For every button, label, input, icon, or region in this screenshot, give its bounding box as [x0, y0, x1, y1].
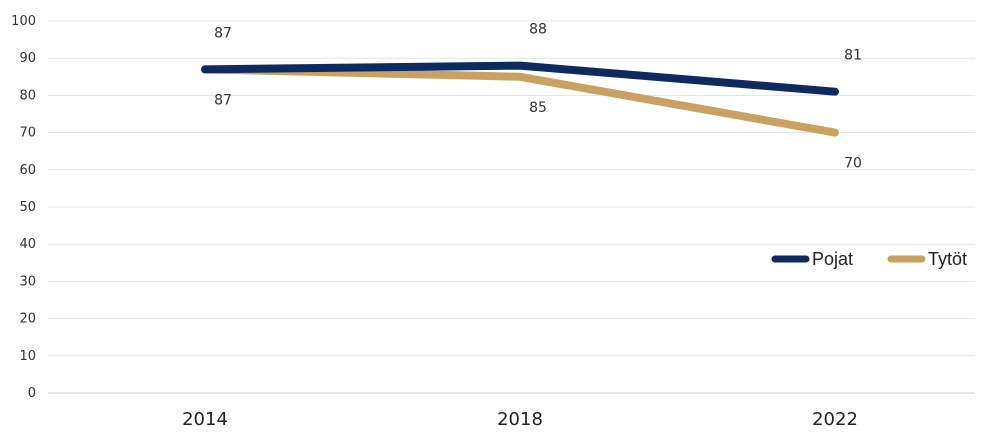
y-tick-label: 20 — [19, 312, 36, 327]
y-tick-label: 40 — [19, 237, 36, 252]
y-tick-label: 50 — [19, 200, 36, 215]
x-tick-label: 2022 — [812, 409, 858, 430]
y-axis-ticks: 0 10 20 30 40 50 60 70 80 90 100 — [11, 14, 36, 401]
data-label-pojat: 81 — [844, 48, 862, 64]
y-tick-label: 100 — [11, 14, 36, 29]
x-tick-label: 2014 — [182, 409, 228, 430]
data-label-tytot: 87 — [214, 92, 232, 108]
data-label-tytot: 85 — [529, 100, 547, 116]
data-label-tytot: 70 — [844, 156, 862, 172]
y-tick-label: 60 — [19, 163, 36, 178]
x-tick-label: 2018 — [497, 409, 543, 430]
data-label-pojat: 88 — [529, 22, 547, 38]
y-tick-label: 80 — [19, 88, 36, 103]
y-tick-label: 0 — [28, 386, 36, 401]
legend-label-tytot: Tytöt — [928, 249, 967, 269]
legend: Pojat Tytöt — [771, 249, 967, 269]
y-tick-label: 90 — [19, 51, 36, 66]
y-tick-label: 70 — [19, 126, 36, 141]
y-tick-label: 30 — [19, 274, 36, 289]
y-tick-label: 10 — [19, 349, 36, 364]
data-label-pojat: 87 — [214, 25, 232, 41]
series-lines — [201, 61, 839, 137]
series-line-pojat — [201, 61, 839, 96]
data-labels: 87 88 81 87 85 70 — [214, 22, 862, 172]
series-line-tytot — [201, 65, 839, 137]
x-axis-ticks: 2014 2018 2022 — [182, 409, 858, 430]
gridlines — [48, 20, 975, 394]
legend-label-pojat: Pojat — [812, 249, 853, 269]
